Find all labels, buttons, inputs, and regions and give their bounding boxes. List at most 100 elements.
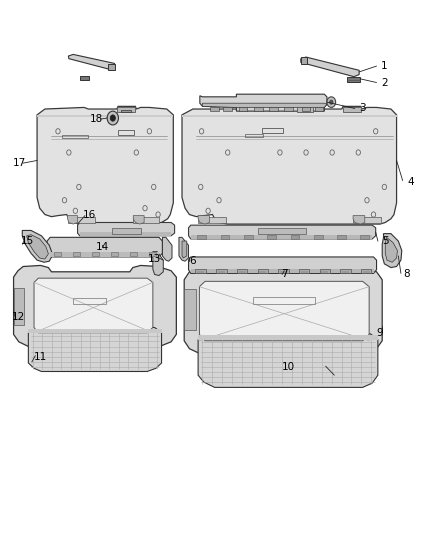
Polygon shape xyxy=(80,231,171,236)
Polygon shape xyxy=(360,235,369,239)
Polygon shape xyxy=(162,237,172,261)
Text: 14: 14 xyxy=(96,242,109,252)
Polygon shape xyxy=(28,329,162,333)
Polygon shape xyxy=(284,108,293,111)
Polygon shape xyxy=(14,288,24,325)
Polygon shape xyxy=(302,108,311,111)
Text: 15: 15 xyxy=(21,236,34,246)
Polygon shape xyxy=(353,216,365,224)
Polygon shape xyxy=(117,108,135,112)
Polygon shape xyxy=(109,64,115,70)
Polygon shape xyxy=(67,216,95,223)
Polygon shape xyxy=(198,335,378,340)
Polygon shape xyxy=(216,269,226,273)
Polygon shape xyxy=(239,271,246,273)
Text: 4: 4 xyxy=(407,176,414,187)
Polygon shape xyxy=(50,252,159,257)
Polygon shape xyxy=(188,225,376,239)
Polygon shape xyxy=(80,76,89,80)
Polygon shape xyxy=(315,108,323,111)
Polygon shape xyxy=(278,269,289,273)
Polygon shape xyxy=(197,271,204,273)
Polygon shape xyxy=(92,252,99,256)
Polygon shape xyxy=(346,77,360,82)
Polygon shape xyxy=(218,271,225,273)
Circle shape xyxy=(329,100,333,104)
Polygon shape xyxy=(259,271,266,273)
Text: 11: 11 xyxy=(34,352,47,361)
Polygon shape xyxy=(258,269,268,273)
Polygon shape xyxy=(182,107,396,224)
Polygon shape xyxy=(363,271,370,273)
Polygon shape xyxy=(353,216,381,223)
Polygon shape xyxy=(182,241,187,258)
Polygon shape xyxy=(301,57,307,64)
Polygon shape xyxy=(244,235,253,239)
Polygon shape xyxy=(121,110,131,112)
Circle shape xyxy=(110,115,116,121)
Polygon shape xyxy=(34,278,153,333)
Polygon shape xyxy=(258,228,306,233)
Polygon shape xyxy=(37,107,173,224)
Polygon shape xyxy=(68,54,115,69)
Polygon shape xyxy=(202,103,327,108)
Polygon shape xyxy=(67,216,78,224)
Text: 17: 17 xyxy=(13,158,26,168)
Polygon shape xyxy=(14,265,177,347)
Polygon shape xyxy=(184,289,196,330)
Text: 6: 6 xyxy=(190,256,196,266)
Polygon shape xyxy=(300,271,307,273)
Polygon shape xyxy=(301,57,359,77)
Polygon shape xyxy=(113,228,141,233)
Polygon shape xyxy=(343,108,361,112)
Text: 1: 1 xyxy=(381,61,388,71)
Polygon shape xyxy=(22,230,53,262)
Polygon shape xyxy=(267,235,276,239)
Polygon shape xyxy=(210,108,219,111)
Polygon shape xyxy=(221,235,229,239)
Polygon shape xyxy=(27,235,48,259)
Text: 16: 16 xyxy=(83,209,96,220)
Polygon shape xyxy=(111,252,118,256)
Circle shape xyxy=(107,111,118,125)
Polygon shape xyxy=(314,235,322,239)
Polygon shape xyxy=(184,266,382,354)
Polygon shape xyxy=(47,237,162,257)
Polygon shape xyxy=(385,237,397,262)
Polygon shape xyxy=(78,222,175,236)
Polygon shape xyxy=(54,252,61,256)
Text: 8: 8 xyxy=(403,270,410,279)
Polygon shape xyxy=(179,237,188,261)
Polygon shape xyxy=(153,252,163,276)
Polygon shape xyxy=(199,281,369,341)
Polygon shape xyxy=(37,115,173,117)
Polygon shape xyxy=(28,327,162,372)
Polygon shape xyxy=(198,334,378,387)
Polygon shape xyxy=(320,269,330,273)
Polygon shape xyxy=(198,216,226,223)
Polygon shape xyxy=(254,108,262,111)
Polygon shape xyxy=(133,216,159,223)
Polygon shape xyxy=(195,269,206,273)
Polygon shape xyxy=(361,269,371,273)
Polygon shape xyxy=(342,271,349,273)
Text: 10: 10 xyxy=(282,362,295,372)
Text: 3: 3 xyxy=(359,103,366,114)
Polygon shape xyxy=(74,252,81,256)
Polygon shape xyxy=(223,108,232,111)
Polygon shape xyxy=(337,235,346,239)
Polygon shape xyxy=(131,252,138,256)
Circle shape xyxy=(327,97,336,108)
Text: 2: 2 xyxy=(381,77,388,87)
Text: 9: 9 xyxy=(377,328,383,338)
Polygon shape xyxy=(382,233,402,268)
Polygon shape xyxy=(237,269,247,273)
Polygon shape xyxy=(340,269,351,273)
Text: 12: 12 xyxy=(12,312,25,322)
Text: 7: 7 xyxy=(281,270,288,279)
Polygon shape xyxy=(321,271,328,273)
Polygon shape xyxy=(280,271,287,273)
Polygon shape xyxy=(269,108,278,111)
Polygon shape xyxy=(149,252,156,256)
Polygon shape xyxy=(297,108,313,112)
